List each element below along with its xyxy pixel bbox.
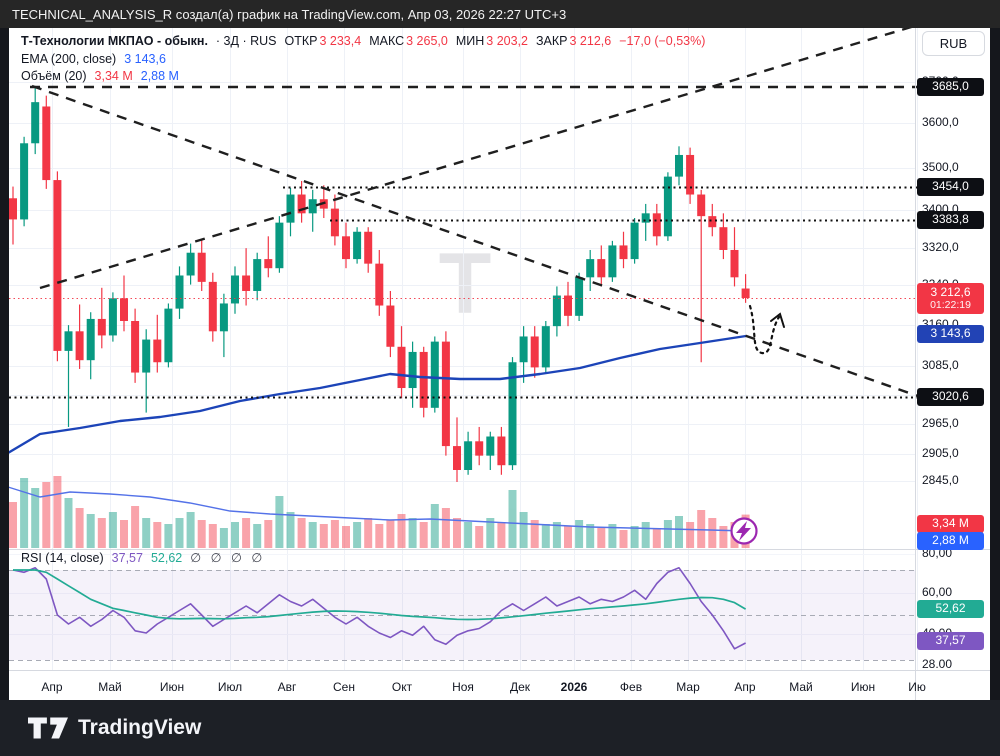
rsi-line — [12, 566, 746, 650]
rsi-ma-value: 52,62 — [150, 551, 183, 565]
tradingview-logo-icon — [28, 717, 68, 739]
volume-row[interactable]: Объём (20) 3,34 M 2,88 M — [21, 68, 705, 86]
level-lines[interactable] — [9, 186, 923, 399]
footer-bar: TradingView — [0, 700, 1000, 756]
volume-label: Объём (20) — [21, 69, 87, 83]
close-label: ЗАКР — [535, 34, 568, 48]
open-value: 3 233,4 — [319, 34, 362, 48]
volume-ma-line — [9, 486, 747, 532]
rsi-empty-slots: ∅ ∅ ∅ ∅ — [190, 551, 266, 565]
rsi-band-lines — [9, 570, 915, 661]
rsi-ma-line — [13, 569, 747, 621]
volume-series — [9, 476, 750, 548]
ema-row[interactable]: EMA (200, close) 3 143,6 — [21, 51, 705, 69]
symbol-meta: · 3Д · RUS — [215, 34, 277, 48]
ema-value: 3 143,6 — [124, 51, 166, 66]
plot-area — [9, 25, 932, 650]
chart-legend: Т-Технологии МКПАО - обыкн. · 3Д · RUS О… — [21, 33, 705, 86]
low-value: 3 203,2 — [486, 34, 528, 48]
tradingview-logo[interactable]: TradingView — [28, 716, 201, 740]
snapshot-title: TECHNICAL_ANALYSIS_R создал(а) график на… — [12, 6, 567, 22]
forecast-arrow[interactable] — [748, 304, 785, 355]
currency-button[interactable]: RUB — [922, 31, 985, 56]
symbol-watermark: T — [439, 236, 492, 332]
high-value: 3 265,0 — [406, 34, 448, 48]
volume-ma-value: 2,88 M — [140, 69, 179, 83]
rsi-label: RSI (14, close) — [21, 551, 104, 565]
symbol-row[interactable]: Т-Технологии МКПАО - обыкн. · 3Д · RUS О… — [21, 33, 705, 51]
ema-label: EMA (200, close) — [21, 51, 117, 66]
trend-lines[interactable] — [30, 25, 932, 401]
high-label: МАКС — [369, 34, 405, 48]
open-label: ОТКР — [284, 34, 318, 48]
tradingview-logo-text: TradingView — [78, 716, 202, 739]
snapshot-header: TECHNICAL_ANALYSIS_R создал(а) график на… — [0, 0, 1000, 28]
rsi-value: 37,57 — [111, 551, 143, 565]
close-value: 3 212,6 — [569, 34, 612, 48]
candlestick-series — [9, 87, 750, 482]
lightning-icon[interactable] — [730, 517, 758, 545]
ema-line — [9, 334, 747, 454]
volume-value: 3,34 M — [94, 69, 133, 83]
change-value: −17,0 (−0,53%) — [619, 34, 706, 48]
pane-separators — [9, 28, 990, 700]
rsi-row[interactable]: RSI (14, close) 37,57 52,62 ∅ ∅ ∅ ∅ — [21, 550, 265, 565]
symbol-name: Т-Технологии МКПАО - обыкн. — [21, 34, 208, 48]
low-label: МИН — [455, 34, 485, 48]
